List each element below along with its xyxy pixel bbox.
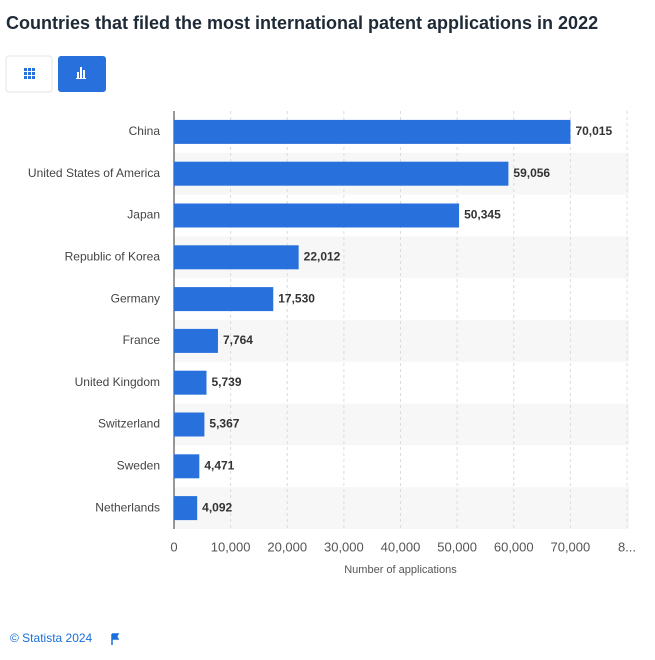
x-tick-label: 70,000 (550, 539, 590, 554)
value-label: 70,015 (575, 124, 612, 138)
y-tick-label: Japan (127, 208, 160, 222)
x-tick-label: 40,000 (381, 539, 421, 554)
table-view-button[interactable] (5, 55, 53, 93)
bar (174, 370, 207, 395)
x-tick-label: 0 (170, 539, 177, 554)
bar (174, 496, 198, 521)
bar (174, 203, 460, 228)
y-tick-label: United States of America (28, 166, 160, 180)
x-tick-label: 50,000 (437, 539, 477, 554)
value-label: 5,739 (211, 375, 241, 389)
x-tick-label: 20,000 (267, 539, 307, 554)
row-stripe (174, 320, 629, 362)
bar (174, 328, 218, 353)
y-tick-label: Switzerland (98, 417, 160, 431)
bar (174, 245, 299, 270)
chart-title: Countries that filed the most internatio… (6, 13, 598, 33)
x-tick-label: 10,000 (211, 539, 251, 554)
flag-icon (111, 633, 120, 645)
x-axis-title: Number of applications (344, 564, 457, 576)
row-stripe (174, 403, 629, 446)
bar (174, 161, 509, 186)
value-label: 5,367 (209, 417, 239, 431)
value-label: 50,345 (464, 208, 501, 222)
value-label: 4,092 (202, 500, 232, 514)
y-tick-label: Republic of Korea (65, 249, 161, 263)
y-tick-label: Netherlands (95, 500, 160, 514)
value-label: 4,471 (204, 458, 234, 472)
x-tick-label: 30,000 (324, 539, 364, 554)
x-tick-label: 60,000 (494, 539, 534, 554)
value-label: 59,056 (513, 166, 550, 180)
row-stripe (174, 487, 629, 529)
grid-icon (24, 68, 35, 79)
chart-view-button[interactable] (58, 56, 106, 92)
value-label: 17,530 (278, 291, 315, 305)
bar (174, 287, 274, 312)
x-tick-label: 8... (618, 539, 636, 554)
y-tick-label: China (129, 124, 161, 138)
bar (174, 119, 571, 144)
footer: © Statista 2024 (10, 631, 93, 645)
y-tick-label: Sweden (117, 458, 160, 472)
bar (174, 454, 200, 479)
bar-icon (76, 67, 86, 79)
y-tick-label: France (123, 333, 161, 347)
bar (174, 412, 205, 437)
value-label: 22,012 (304, 249, 341, 263)
y-tick-label: United Kingdom (75, 375, 160, 389)
y-tick-label: Germany (111, 291, 160, 305)
value-label: 7,764 (223, 333, 253, 347)
